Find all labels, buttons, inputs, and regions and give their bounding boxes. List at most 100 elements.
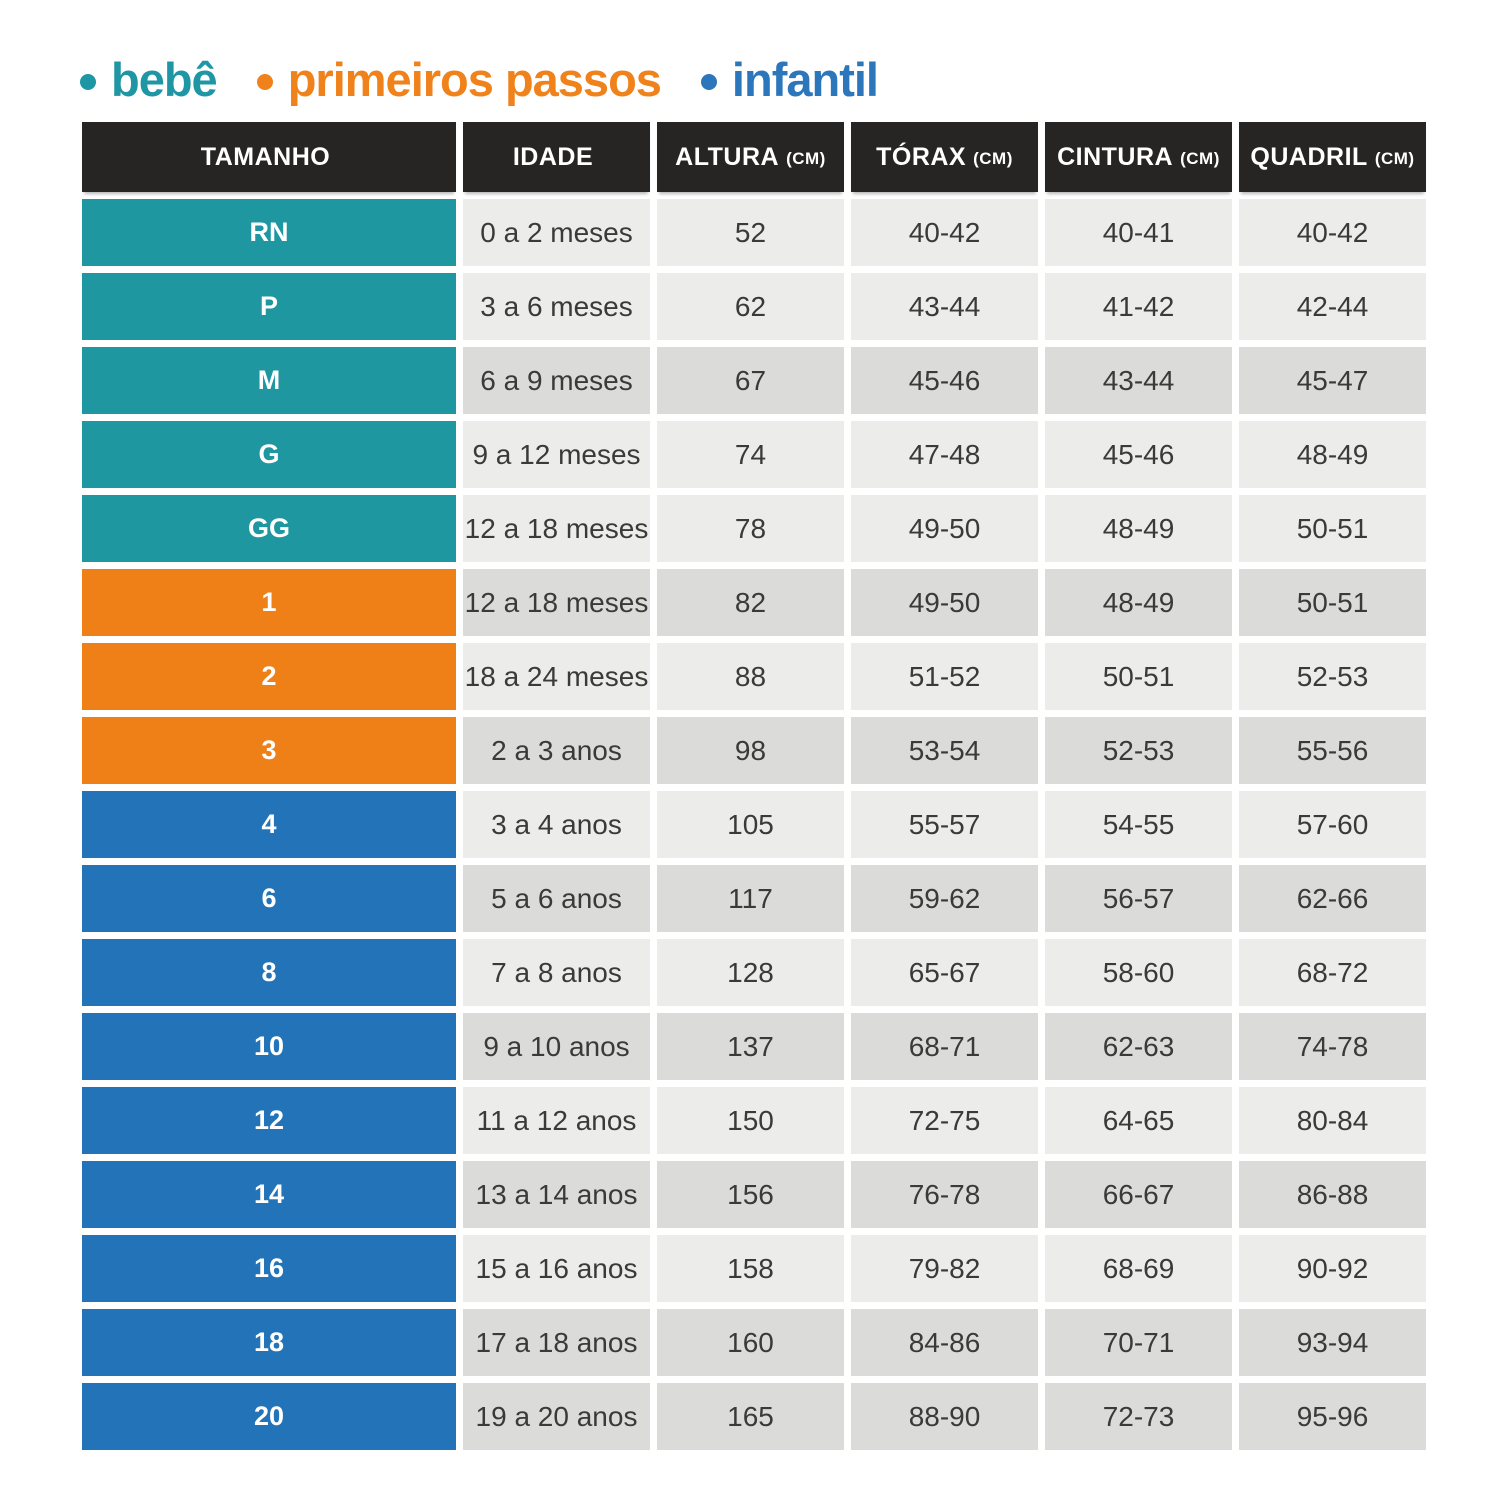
height-cell: 165	[657, 1383, 844, 1450]
column-header-cintura: CINTURA (CM)	[1045, 122, 1232, 192]
column-header-idade: IDADE	[463, 122, 650, 192]
hip-cell: 55-56	[1239, 717, 1426, 784]
waist-cell: 45-46	[1045, 421, 1232, 488]
waist-cell: 50-51	[1045, 643, 1232, 710]
bullet-icon	[700, 73, 717, 90]
chest-cell: 43-44	[851, 273, 1038, 340]
height-cell: 88	[657, 643, 844, 710]
age-cell: 2 a 3 anos	[463, 717, 650, 784]
age-cell: 13 a 14 anos	[463, 1161, 650, 1228]
waist-cell: 48-49	[1045, 495, 1232, 562]
waist-cell: 40-41	[1045, 199, 1232, 266]
legend-label-bebe: bebê	[111, 53, 218, 106]
header-label: CINTURA	[1057, 142, 1174, 171]
waist-cell: 70-71	[1045, 1309, 1232, 1376]
age-cell: 15 a 16 anos	[463, 1235, 650, 1302]
header-label: QUADRIL	[1250, 142, 1368, 171]
hip-cell: 50-51	[1239, 495, 1426, 562]
waist-cell: 62-63	[1045, 1013, 1232, 1080]
size-cell: P	[82, 273, 456, 340]
age-cell: 5 a 6 anos	[463, 865, 650, 932]
legend-item-bebe: bebê	[80, 52, 218, 107]
header-label: TAMANHO	[200, 142, 331, 171]
height-cell: 117	[657, 865, 844, 932]
height-cell: 62	[657, 273, 844, 340]
age-cell: 19 a 20 anos	[463, 1383, 650, 1450]
chest-cell: 72-75	[851, 1087, 1038, 1154]
column-header-altura: ALTURA (CM)	[657, 122, 844, 192]
age-cell: 0 a 2 meses	[463, 199, 650, 266]
waist-cell: 43-44	[1045, 347, 1232, 414]
column-header-tamanho: TAMANHO	[82, 122, 456, 192]
size-cell: 8	[82, 939, 456, 1006]
legend-item-infantil: infantil	[700, 52, 879, 107]
age-cell: 3 a 4 anos	[463, 791, 650, 858]
bullet-icon	[80, 73, 96, 90]
age-cell: 3 a 6 meses	[463, 273, 650, 340]
hip-cell: 40-42	[1239, 199, 1426, 266]
legend-label-primeiros-passos: primeiros passos	[287, 53, 662, 106]
height-cell: 74	[657, 421, 844, 488]
chest-cell: 53-54	[851, 717, 1038, 784]
header-unit: (CM)	[786, 148, 826, 168]
chest-cell: 51-52	[851, 643, 1038, 710]
chest-cell: 40-42	[851, 199, 1038, 266]
height-cell: 150	[657, 1087, 844, 1154]
height-cell: 156	[657, 1161, 844, 1228]
chest-cell: 47-48	[851, 421, 1038, 488]
waist-cell: 56-57	[1045, 865, 1232, 932]
chest-cell: 65-67	[851, 939, 1038, 1006]
header-unit: (CM)	[1180, 148, 1220, 168]
waist-cell: 54-55	[1045, 791, 1232, 858]
height-cell: 98	[657, 717, 844, 784]
header-label: IDADE	[512, 142, 594, 171]
hip-cell: 52-53	[1239, 643, 1426, 710]
hip-cell: 50-51	[1239, 569, 1426, 636]
age-cell: 12 a 18 meses	[463, 569, 650, 636]
size-cell: RN	[82, 199, 456, 266]
age-cell: 7 a 8 anos	[463, 939, 650, 1006]
hip-cell: 45-47	[1239, 347, 1426, 414]
header-unit: (CM)	[973, 148, 1013, 168]
hip-cell: 48-49	[1239, 421, 1426, 488]
size-cell: 14	[82, 1161, 456, 1228]
hip-cell: 57-60	[1239, 791, 1426, 858]
age-cell: 11 a 12 anos	[463, 1087, 650, 1154]
size-cell: G	[82, 421, 456, 488]
bullet-icon	[256, 73, 273, 90]
age-cell: 17 a 18 anos	[463, 1309, 650, 1376]
height-cell: 78	[657, 495, 844, 562]
height-cell: 52	[657, 199, 844, 266]
column-header-torax: TÓRAX (CM)	[851, 122, 1038, 192]
column-header-quadril: QUADRIL (CM)	[1239, 122, 1426, 192]
legend-label-infantil: infantil	[731, 53, 879, 106]
waist-cell: 64-65	[1045, 1087, 1232, 1154]
header-label: ALTURA	[675, 142, 780, 171]
chest-cell: 49-50	[851, 495, 1038, 562]
size-cell: 12	[82, 1087, 456, 1154]
hip-cell: 86-88	[1239, 1161, 1426, 1228]
chest-cell: 55-57	[851, 791, 1038, 858]
size-cell: 1	[82, 569, 456, 636]
waist-cell: 68-69	[1045, 1235, 1232, 1302]
age-cell: 9 a 12 meses	[463, 421, 650, 488]
height-cell: 128	[657, 939, 844, 1006]
hip-cell: 68-72	[1239, 939, 1426, 1006]
legend-item-primeiros-passos: primeiros passos	[256, 52, 662, 107]
hip-cell: 62-66	[1239, 865, 1426, 932]
hip-cell: 90-92	[1239, 1235, 1426, 1302]
chest-cell: 49-50	[851, 569, 1038, 636]
age-cell: 9 a 10 anos	[463, 1013, 650, 1080]
waist-cell: 52-53	[1045, 717, 1232, 784]
size-cell: M	[82, 347, 456, 414]
chest-cell: 68-71	[851, 1013, 1038, 1080]
size-cell: GG	[82, 495, 456, 562]
height-cell: 158	[657, 1235, 844, 1302]
chest-cell: 45-46	[851, 347, 1038, 414]
size-cell: 6	[82, 865, 456, 932]
chest-cell: 84-86	[851, 1309, 1038, 1376]
hip-cell: 80-84	[1239, 1087, 1426, 1154]
size-cell: 18	[82, 1309, 456, 1376]
waist-cell: 48-49	[1045, 569, 1232, 636]
